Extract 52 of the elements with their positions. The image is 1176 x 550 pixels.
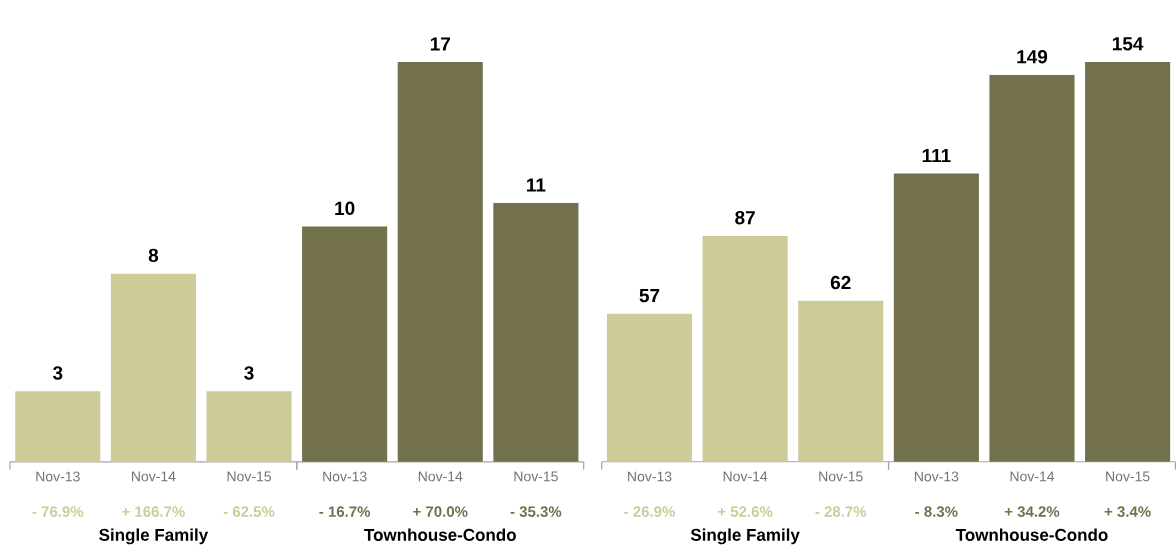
data-label: 62 [830, 275, 851, 290]
x-tick-label: Nov-13 [323, 471, 367, 482]
x-tick-label: Nov-13 [628, 471, 672, 482]
bar [702, 236, 788, 462]
data-label: 111 [922, 149, 951, 163]
text: Townhouse-Condo [955, 528, 1108, 542]
text: Single Family [99, 528, 209, 545]
data-label: 3 [52, 366, 63, 380]
data-label: 10 [335, 201, 355, 216]
x-tick-label: Nov-13 [36, 471, 80, 482]
text: + 70.0% [413, 506, 468, 518]
text: + 52.6% [718, 506, 773, 518]
text: - 8.3% [915, 506, 958, 518]
text: - 16.7% [319, 506, 371, 518]
text: + 3.4% [1104, 506, 1151, 518]
x-tick-label: Nov-14 [723, 471, 768, 482]
data-label: 87 [735, 211, 755, 225]
x-tick-label: Nov-13 [914, 471, 959, 482]
data-label: 149 [1017, 50, 1048, 64]
bar [15, 391, 101, 462]
text: Single Family [690, 528, 800, 545]
text: Townhouse-Condo [364, 528, 516, 542]
data-label: 3 [244, 366, 254, 380]
x-tick-label: Nov-15 [514, 471, 558, 482]
bar [798, 300, 884, 462]
text: + 34.2% [1004, 506, 1060, 518]
data-label: 11 [527, 178, 546, 192]
bar [893, 173, 979, 462]
bar [493, 203, 579, 462]
bar [302, 226, 388, 462]
x-tick-label: Nov-14 [131, 471, 176, 482]
data-label: 57 [639, 289, 660, 303]
text: - 28.7% [815, 506, 867, 518]
data-label: 8 [148, 248, 159, 263]
bar [1085, 62, 1171, 462]
bar [110, 273, 196, 462]
bar [606, 313, 693, 462]
text: + 166.7% [122, 506, 185, 518]
x-tick-label: Nov-15 [227, 471, 271, 482]
x-tick-label: Nov-15 [819, 471, 863, 482]
bar [989, 75, 1075, 462]
text: - 76.9% [32, 506, 84, 518]
bar [397, 62, 483, 462]
text: - 26.9% [624, 506, 675, 518]
bar [206, 391, 292, 462]
x-tick-label: Nov-14 [418, 471, 463, 482]
text: - 62.5% [223, 506, 275, 518]
text: - 35.3% [510, 506, 562, 518]
data-label: 154 [1112, 37, 1144, 51]
data-label: 17 [430, 37, 450, 51]
x-tick-label: Nov-14 [1010, 471, 1055, 482]
x-tick-label: Nov-15 [1106, 471, 1150, 482]
